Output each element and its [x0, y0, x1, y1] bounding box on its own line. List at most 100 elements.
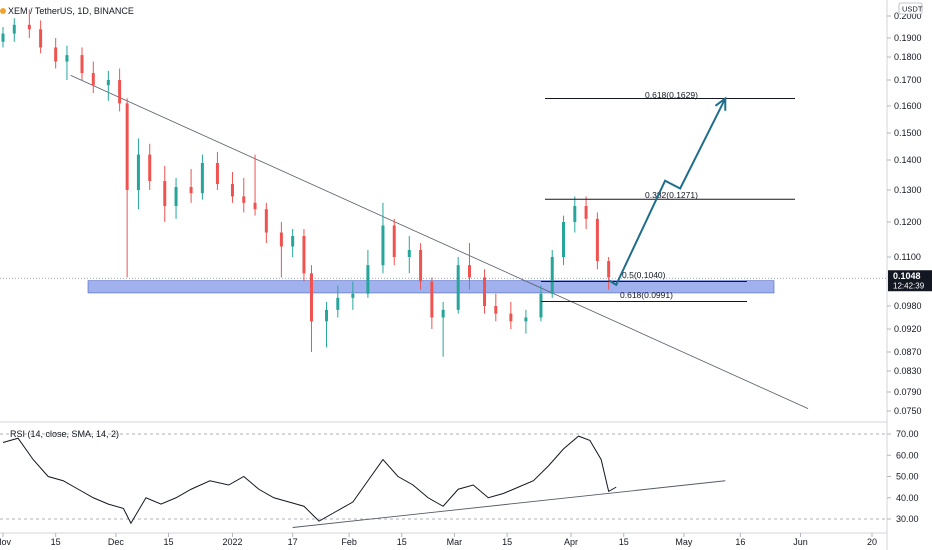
fib-level-label-1: 0.382(0.1271): [645, 190, 698, 200]
candle-body-32[interactable]: [407, 250, 411, 257]
rsi-axis[interactable]: 70.00 60.00 50.00 40.00 30.00: [887, 429, 919, 524]
symbol-title[interactable]: XEM / TetherUS, 1D, BINANCE: [8, 6, 134, 16]
candle-body-30[interactable]: [381, 225, 385, 266]
time-tick-label-0: Nov: [0, 537, 11, 547]
price-tick-label-0: 0.2000: [894, 11, 922, 21]
candle-body-43[interactable]: [550, 257, 554, 294]
currency-badge[interactable]: [898, 2, 923, 15]
rsi-pane[interactable]: [0, 433, 887, 528]
currency-badge-label: USDT: [902, 5, 923, 14]
candle-body-27[interactable]: [336, 297, 340, 310]
fib-level-label-3: 0.618(0.0991): [620, 290, 673, 300]
candle-body-18[interactable]: [230, 184, 234, 197]
candle-body-16[interactable]: [200, 163, 204, 194]
candle-body-37[interactable]: [467, 265, 471, 278]
candle-body-23[interactable]: [291, 236, 295, 247]
rsi-line[interactable]: [2, 435, 617, 525]
candle-body-40[interactable]: [509, 313, 513, 322]
fib-level-label-0: 0.618(0.1629): [645, 90, 698, 100]
candle-body-38[interactable]: [483, 277, 487, 306]
bar-countdown-label: 12:42:39: [893, 282, 925, 291]
candle-body-12[interactable]: [148, 154, 152, 181]
projection-path[interactable]: [608, 98, 727, 287]
time-tick-label-6: Feb: [341, 537, 357, 547]
time-tick-label-2: Dec: [108, 537, 125, 547]
candle-body-48[interactable]: [607, 261, 611, 278]
price-tick-label-9: 0.1100: [894, 252, 921, 262]
candle-body-13[interactable]: [163, 181, 167, 206]
candle-body-31[interactable]: [392, 225, 396, 258]
candle-body-9[interactable]: [118, 80, 122, 104]
projection-arrow-head-icon: [714, 96, 727, 111]
candle-body-34[interactable]: [430, 281, 434, 318]
time-tick-label-3: 15: [164, 537, 174, 547]
time-axis[interactable]: Nov 15 Dec 15 2022 17 Feb 15 Mar 15 Apr 15 May 16 Jun 2…: [0, 533, 877, 547]
candle-body-17[interactable]: [215, 163, 219, 184]
candle-body-8[interactable]: [106, 80, 110, 86]
price-tick-label-4: 0.1600: [894, 101, 922, 111]
price-pane[interactable]: 0.618(0.1629) 0.382(0.1271) 0.5(0.1040) 0.6…: [0, 9, 887, 409]
candle-body-25[interactable]: [309, 273, 313, 322]
time-tick-label-14: Jun: [793, 537, 808, 547]
time-tick-label-11: 15: [619, 537, 629, 547]
rsi-tick-label-2: 50.00: [896, 472, 919, 482]
price-tick-label-13: 0.0830: [894, 366, 922, 376]
candle-body-7[interactable]: [91, 73, 95, 86]
time-tick-label-15: 20: [867, 537, 877, 547]
candle-body-5[interactable]: [65, 55, 69, 62]
price-tick-label-11: 0.0920: [894, 324, 922, 334]
candle-body-1[interactable]: [12, 24, 16, 34]
price-tick-label-7: 0.1300: [894, 185, 922, 195]
rsi-tick-label-4: 30.00: [896, 514, 919, 524]
candle-body-15[interactable]: [189, 187, 193, 194]
price-tick-label-10: 0.0980: [894, 301, 922, 311]
time-tick-label-7: 15: [397, 537, 407, 547]
descending-trendline[interactable]: [70, 75, 809, 409]
candle-body-2[interactable]: [27, 24, 31, 30]
price-tick-label-2: 0.1800: [894, 52, 922, 62]
fib-level-label-2: 0.5(0.1040): [622, 270, 666, 280]
time-tick-label-5: 17: [288, 537, 298, 547]
price-tick-label-12: 0.0870: [894, 347, 922, 357]
candle-body-47[interactable]: [595, 218, 599, 262]
price-tick-label-8: 0.1200: [894, 217, 922, 227]
candle-body-20[interactable]: [253, 202, 257, 210]
candle-body-22[interactable]: [279, 232, 283, 247]
candle-body-19[interactable]: [242, 196, 246, 203]
candle-body-6[interactable]: [80, 55, 84, 74]
candle-body-41[interactable]: [524, 317, 528, 322]
candle-body-36[interactable]: [456, 265, 460, 310]
time-tick-label-4: 2022: [222, 537, 242, 547]
candle-body-21[interactable]: [264, 209, 268, 233]
price-tick-label-15: 0.0750: [894, 406, 922, 416]
price-tick-label-6: 0.1400: [894, 155, 922, 165]
current-price-badge[interactable]: [888, 270, 932, 292]
candle-body-4[interactable]: [54, 47, 58, 62]
current-price-label: 0.1048: [893, 271, 921, 281]
price-tick-label-5: 0.1500: [894, 128, 922, 138]
candle-body-11[interactable]: [136, 154, 140, 190]
candle-body-33[interactable]: [419, 250, 423, 282]
candle-body-24[interactable]: [302, 236, 306, 274]
candle-body-35[interactable]: [441, 309, 445, 318]
candle-body-26[interactable]: [325, 309, 329, 322]
candle-body-39[interactable]: [494, 306, 498, 314]
time-tick-label-12: May: [675, 537, 693, 547]
rsi-trendline[interactable]: [292, 480, 726, 528]
rsi-tick-label-1: 60.00: [896, 450, 919, 460]
candle-body-42[interactable]: [539, 293, 543, 318]
price-tick-label-14: 0.0790: [894, 387, 922, 397]
candle-body-3[interactable]: [39, 29, 43, 48]
price-axis[interactable]: 0.2000 0.1900 0.1800 0.1700 0.1600 0.1500 0.14…: [887, 2, 932, 416]
candle-body-14[interactable]: [174, 187, 178, 206]
rsi-tick-label-3: 40.00: [896, 493, 919, 503]
rsi-indicator-title[interactable]: RSI (14, close, SMA, 14, 2): [10, 429, 119, 439]
candle-body-10[interactable]: [125, 103, 129, 190]
candle-body-28[interactable]: [351, 293, 355, 298]
candle-body-46[interactable]: [584, 206, 588, 219]
candle-body-44[interactable]: [562, 222, 566, 257]
candle-body-0[interactable]: [1, 33, 5, 42]
candle-body-29[interactable]: [366, 265, 370, 294]
candle-body-45[interactable]: [573, 206, 577, 222]
